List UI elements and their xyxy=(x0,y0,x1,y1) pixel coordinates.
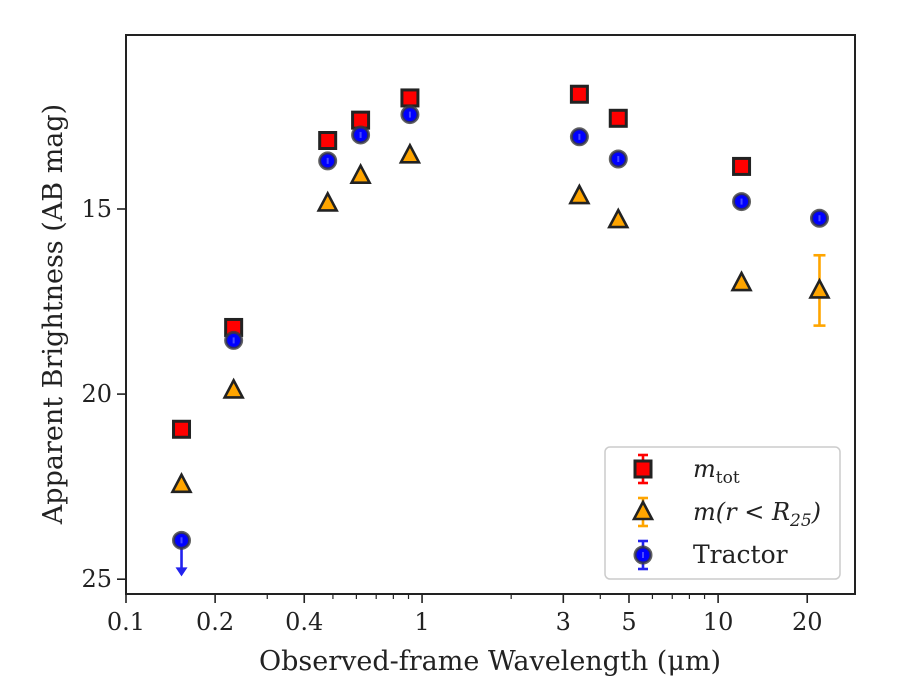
legend-label: Tractor xyxy=(693,540,788,569)
data-point xyxy=(318,131,338,151)
y-axis: 15 20 25 xyxy=(81,195,126,593)
data-point xyxy=(569,84,589,104)
y-axis-label: Apparent Brightness (AB mag) xyxy=(38,104,69,525)
data-point xyxy=(398,142,422,164)
data-point xyxy=(400,88,420,108)
data-point xyxy=(608,108,628,128)
data-point xyxy=(607,207,630,229)
x-tick-label: 0.4 xyxy=(285,608,323,636)
y-tick-label: 15 xyxy=(81,195,112,223)
upper-limit-arrowhead xyxy=(175,567,188,577)
data-point xyxy=(730,270,753,292)
data-point xyxy=(349,162,372,184)
data-point xyxy=(568,183,591,205)
x-axis-label: Observed-frame Wavelength (μm) xyxy=(259,646,721,677)
x-tick-label: 0.2 xyxy=(196,608,234,636)
data-point xyxy=(732,156,752,176)
legend-box xyxy=(604,446,841,580)
data-point xyxy=(172,419,192,439)
x-tick-label: 5 xyxy=(621,608,636,636)
data-point xyxy=(170,472,193,494)
x-axis: 0.1 0.2 0.4 1 3 5 10 20 xyxy=(107,594,823,636)
legend: mtot m(r < R25) Tractor xyxy=(604,446,841,580)
y-tick-label: 25 xyxy=(81,565,112,593)
data-point xyxy=(316,190,339,212)
x-tick-label: 10 xyxy=(703,608,734,636)
legend-label: m(r < R25) xyxy=(693,498,821,531)
legend-marker xyxy=(633,459,653,479)
x-tick-label: 20 xyxy=(792,608,823,636)
plot-frame xyxy=(125,34,856,595)
data-marks xyxy=(170,84,831,577)
x-tick-label: 0.1 xyxy=(107,608,145,636)
x-tick-label: 1 xyxy=(414,608,429,636)
legend-label: mtot xyxy=(693,455,740,488)
y-tick-label: 20 xyxy=(81,380,112,408)
data-point xyxy=(808,277,831,299)
data-point xyxy=(222,377,245,399)
x-tick-label: 3 xyxy=(556,608,571,636)
legend-marker xyxy=(631,499,655,521)
